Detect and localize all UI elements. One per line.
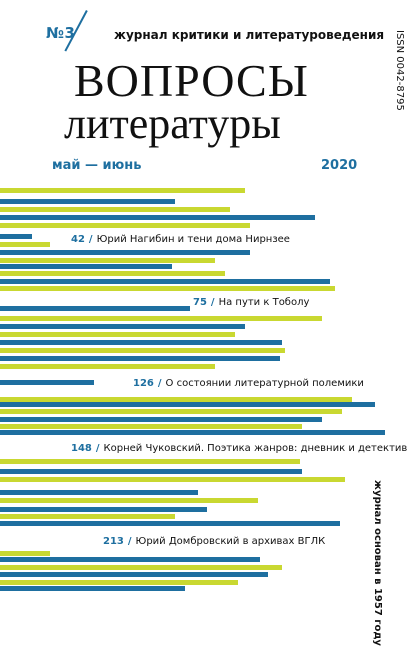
stripe-bar bbox=[0, 459, 300, 464]
toc-separator: / bbox=[95, 443, 100, 454]
stripe-bar bbox=[0, 417, 322, 422]
stripe-bar bbox=[0, 551, 50, 556]
stripe-bar bbox=[0, 348, 285, 353]
stripe-bar bbox=[0, 380, 94, 385]
toc-item: 213/Юрий Домбровский в архивах ВГЛК bbox=[100, 534, 330, 550]
stripe-bar bbox=[0, 207, 230, 212]
stripe-bar bbox=[0, 271, 225, 276]
toc-title: О состоянии литературной полемики bbox=[165, 378, 364, 389]
stripe-bar bbox=[0, 223, 250, 228]
stripe-bar bbox=[0, 507, 207, 512]
stripe-bar bbox=[0, 424, 302, 429]
stripe-bar bbox=[0, 514, 175, 519]
stripe-bar bbox=[0, 430, 385, 435]
toc-item: 42/Юрий Нагибин и тени дома Нирнзее bbox=[68, 232, 294, 248]
stripe-bar bbox=[0, 250, 250, 255]
stripe-bar bbox=[0, 199, 175, 204]
stripe-bar bbox=[0, 324, 245, 329]
stripe-bar bbox=[0, 477, 345, 482]
toc-separator: / bbox=[88, 234, 93, 245]
stripe-bar bbox=[0, 557, 260, 562]
stripe-bar bbox=[0, 490, 198, 495]
stripe-bar bbox=[0, 316, 322, 321]
toc-page-number: 42 bbox=[71, 234, 85, 245]
toc-page-number: 148 bbox=[71, 443, 92, 454]
toc-page-number: 126 bbox=[133, 378, 154, 389]
founded-note: журнал основан в 1957 году bbox=[372, 480, 383, 646]
stripe-bar bbox=[0, 586, 185, 591]
stripe-bar bbox=[0, 215, 315, 220]
journal-title-line1: ВОПРОСЫ bbox=[74, 55, 309, 106]
journal-title-line2: литературы bbox=[64, 99, 281, 148]
toc-item: 148/Корней Чуковский. Поэтика жанров: дн… bbox=[68, 441, 412, 457]
issue-number: №3 bbox=[46, 24, 76, 42]
journal-tagline: журнал критики и литературоведения bbox=[114, 28, 385, 42]
stripe-bar bbox=[0, 356, 280, 361]
stripe-bar bbox=[0, 565, 282, 570]
toc-separator: / bbox=[157, 378, 162, 389]
stripe-bar bbox=[0, 397, 352, 402]
stripe-bar bbox=[0, 402, 375, 407]
issue-period: май — июнь bbox=[52, 158, 142, 173]
stripe-bar bbox=[0, 521, 340, 526]
stripe-bar bbox=[0, 572, 268, 577]
issue-year: 2020 bbox=[321, 158, 358, 173]
toc-title: Юрий Нагибин и тени дома Нирнзее bbox=[96, 234, 290, 245]
stripe-bar bbox=[0, 340, 282, 345]
toc-item: 75/На пути к Тоболу bbox=[190, 295, 314, 311]
stripe-bar bbox=[0, 332, 235, 337]
stripe-bar bbox=[0, 409, 342, 414]
stripe-bar bbox=[0, 469, 302, 474]
stripe-bar bbox=[0, 498, 258, 503]
issn-number: ISSN 0042-8795 bbox=[394, 30, 405, 111]
stripe-bar bbox=[0, 286, 335, 291]
stripe-pattern bbox=[0, 188, 385, 591]
stripe-bar bbox=[0, 279, 330, 284]
stripe-bar bbox=[0, 188, 245, 193]
stripe-bar bbox=[0, 364, 215, 369]
toc-item: 126/О состоянии литературной полемики bbox=[130, 376, 368, 392]
toc-title: Корней Чуковский. Поэтика жанров: дневни… bbox=[103, 443, 408, 454]
stripe-bar bbox=[0, 258, 215, 263]
toc-title: На пути к Тоболу bbox=[218, 297, 310, 308]
toc-separator: / bbox=[127, 536, 132, 547]
stripe-bar bbox=[0, 264, 172, 269]
toc-page-number: 213 bbox=[103, 536, 124, 547]
toc-page-number: 75 bbox=[193, 297, 207, 308]
toc-title: Юрий Домбровский в архивах ВГЛК bbox=[135, 536, 326, 547]
stripe-bar bbox=[0, 580, 238, 585]
journal-cover: №3 журнал критики и литературоведения ВО… bbox=[0, 10, 412, 646]
stripe-bar bbox=[0, 234, 32, 239]
stripe-bar bbox=[0, 242, 50, 247]
toc-separator: / bbox=[210, 297, 215, 308]
stripe-bar bbox=[0, 306, 252, 311]
